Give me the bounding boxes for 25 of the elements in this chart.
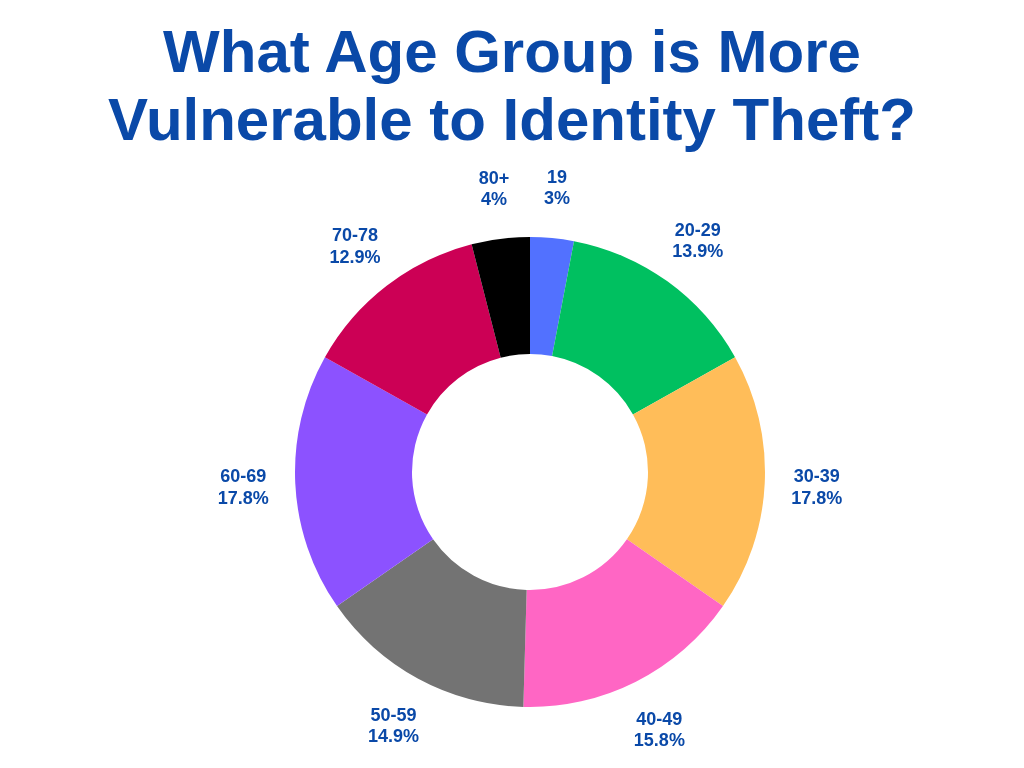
donut-slice <box>626 357 765 607</box>
data-label: 13.9% <box>672 241 724 262</box>
data-label: 14.9% <box>367 726 419 747</box>
slice-label: 30-39 <box>793 466 840 487</box>
slice-label: 60-69 <box>220 466 267 487</box>
data-label: 17.8% <box>217 487 269 508</box>
donut-slice <box>295 357 434 607</box>
donut-slice <box>530 237 574 357</box>
data-label: 4% <box>481 189 508 210</box>
slice-label: 20-29 <box>674 219 721 240</box>
donut-slice <box>523 539 723 707</box>
data-label: 15.8% <box>633 730 685 751</box>
data-label: 3% <box>543 188 570 209</box>
slice-label: 40-49 <box>636 708 683 729</box>
data-label: 17.8% <box>791 487 843 508</box>
donut-slice <box>471 237 530 358</box>
data-label: 12.9% <box>329 246 381 267</box>
donut-slice <box>552 241 736 415</box>
slice-label: 80+ <box>478 167 510 188</box>
chart-title: What Age Group is More Vulnerable to Identity Theft? <box>107 18 917 154</box>
donut-slice <box>324 244 501 415</box>
donut-slice <box>337 539 527 707</box>
slice-label: 70-78 <box>331 224 378 245</box>
slice-label: 19 <box>546 166 567 187</box>
slice-label: 50-59 <box>370 704 417 725</box>
